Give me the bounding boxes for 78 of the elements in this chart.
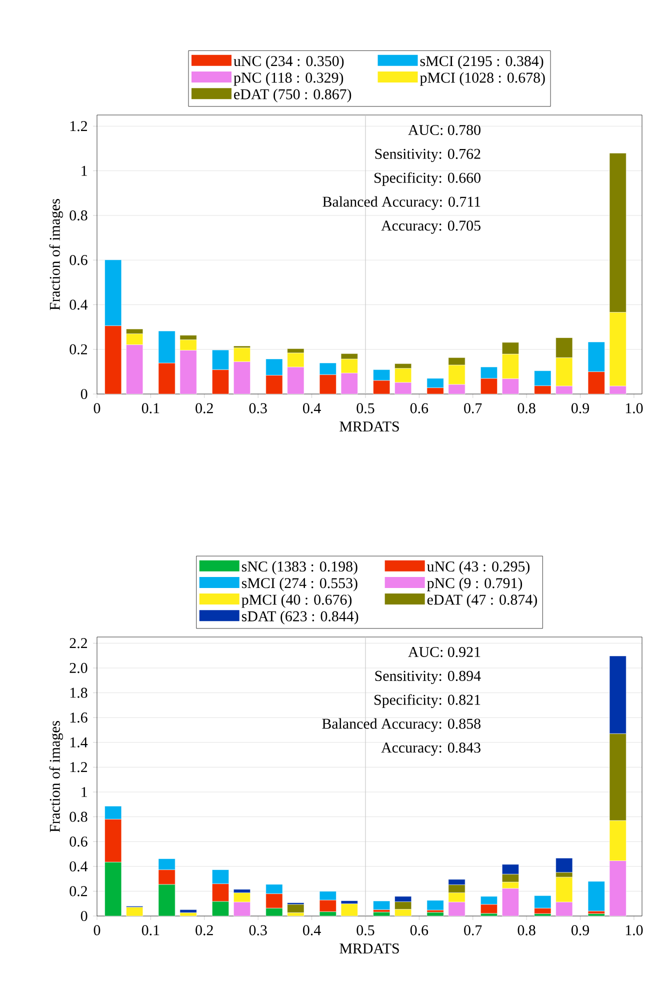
y-tick-label: 0.6 — [70, 836, 88, 847]
annotation: Specificity: 0.660 — [374, 172, 480, 186]
x-tick-label: 0.8 — [518, 403, 536, 414]
x-tick-label: 0 — [94, 925, 100, 936]
annotation: AUC: 0.921 — [408, 646, 480, 658]
x-axis-title: MRDATS — [340, 421, 399, 432]
y-tick-label: 0.2 — [70, 344, 87, 354]
annotation: Sensitivity: 0.762 — [375, 148, 480, 162]
legend-label: pNC (9 : 0.791) — [427, 578, 522, 592]
x-tick-label: 0.3 — [249, 925, 267, 936]
legend-label: uNC (43 : 0.295) — [427, 561, 530, 575]
bar — [180, 910, 197, 913]
legend-label: pMCI (1028 : 0.678) — [420, 72, 545, 86]
bar — [287, 904, 304, 913]
x-tick-label: 0.6 — [410, 925, 428, 936]
x-axis-title: MRDATS — [340, 943, 399, 954]
y-tick-label: 2.2 — [70, 638, 87, 648]
annotation: Sensitivity: 0.894 — [375, 670, 481, 684]
annotation: Specificity: 0.821 — [374, 694, 480, 708]
legend-label: pNC (118 : 0.329) — [234, 72, 344, 86]
x-tick-label: 0.7 — [464, 925, 482, 936]
x-tick-label: 0.2 — [196, 403, 213, 414]
x-tick-label: 0.8 — [518, 925, 536, 936]
bar — [588, 881, 605, 912]
legend-label: sNC (1383 : 0.198) — [242, 561, 358, 575]
x-tick-label: 0.3 — [249, 403, 267, 414]
y-tick-label: 2.0 — [70, 662, 88, 674]
legend-label: eDAT (47 : 0.874) — [427, 594, 537, 608]
y-tick-label: 0 — [80, 910, 88, 922]
bar — [588, 913, 605, 916]
x-tick-label: 0.2 — [196, 925, 213, 936]
bar — [180, 912, 197, 916]
y-tick-label: 1.4 — [70, 737, 88, 748]
x-tick-label: 0.4 — [303, 925, 321, 936]
legend-label: eDAT (750 : 0.867) — [234, 88, 352, 102]
x-tick-label: 0.7 — [464, 403, 482, 414]
legend-label: pMCI (40 : 0.676) — [242, 594, 352, 608]
y-tick-label: 1 — [82, 787, 87, 797]
y-tick-label: 0 — [80, 388, 88, 400]
x-tick-label: 0.4 — [303, 403, 321, 414]
annotation: AUC: 0.780 — [408, 124, 480, 136]
legend-label: uNC (234 : 0.350) — [234, 56, 344, 70]
bar — [373, 912, 390, 916]
y-axis-title: Fraction of images — [49, 721, 63, 832]
x-tick-label: 0.1 — [142, 925, 160, 936]
y-tick-label: 1.2 — [70, 762, 87, 772]
y-axis-title: Fraction of images — [49, 199, 63, 310]
legend-label: sMCI (2195 : 0.384) — [420, 56, 544, 70]
y-tick-label: 0.2 — [70, 886, 87, 896]
y-tick-label: 1.6 — [70, 712, 88, 723]
y-tick-label: 1.2 — [70, 121, 87, 132]
x-tick-label: 1.0 — [626, 403, 643, 414]
annotation: Accuracy: 0.705 — [381, 220, 480, 234]
x-tick-label: 0.5 — [356, 403, 374, 414]
annotation: Accuracy: 0.843 — [381, 742, 480, 756]
bar — [126, 906, 144, 916]
x-tick-label: 0 — [94, 403, 100, 414]
y-tick-label: 1.8 — [70, 688, 88, 698]
legend-label: sDAT (623 : 0.844) — [242, 610, 358, 624]
y-tick-label: 0.4 — [70, 861, 88, 872]
bar — [340, 904, 358, 916]
y-tick-label: 0.6 — [70, 254, 88, 266]
x-tick-label: 0.1 — [142, 403, 160, 414]
x-tick-label: 1.0 — [626, 925, 643, 936]
x-tick-label: 0.6 — [410, 403, 428, 414]
bar — [426, 912, 444, 916]
y-tick-label: 0.8 — [70, 812, 88, 822]
legend-label: sMCI (274 : 0.553) — [242, 578, 358, 592]
y-tick-label: 0.8 — [70, 210, 88, 221]
annotation: Balanced Accuracy: 0.711 — [322, 196, 480, 210]
y-tick-label: 1 — [82, 166, 87, 176]
y-tick-label: 0.4 — [70, 300, 88, 310]
x-tick-label: 0.5 — [356, 925, 374, 936]
x-tick-label: 0.9 — [571, 925, 589, 936]
bar — [373, 900, 390, 910]
x-tick-label: 0.9 — [571, 403, 589, 414]
annotation: Balanced Accuracy: 0.858 — [322, 718, 480, 732]
bar — [426, 900, 444, 910]
